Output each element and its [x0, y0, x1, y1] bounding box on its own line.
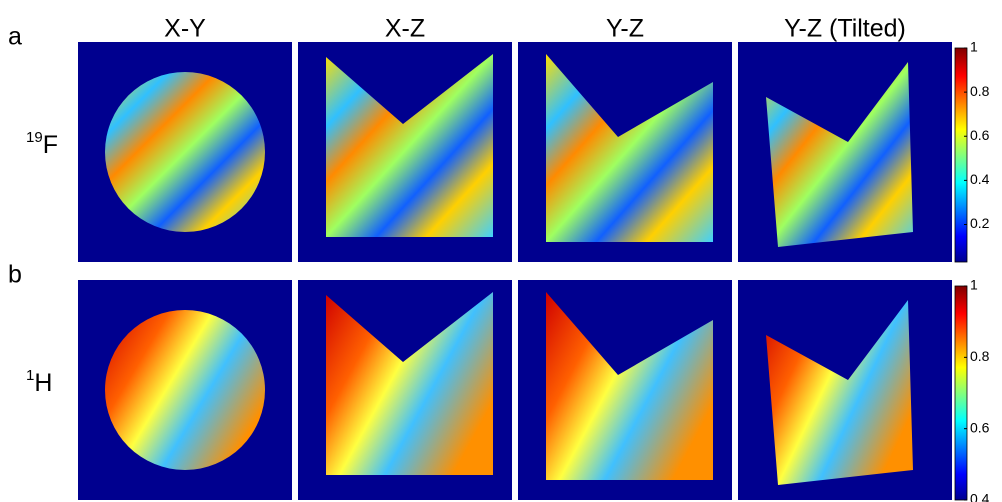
figure: X-Y X-Z Y-Z Y-Z (Tilted) a 19F 0.2 0.4 0.6 0.8 1 b 1… [0, 0, 1002, 502]
column-title: X-Y [164, 15, 206, 43]
element: H [34, 369, 52, 397]
column-title: Y-Z (Tilted) [784, 15, 906, 43]
image-panel [298, 42, 512, 262]
image-panel [738, 42, 952, 262]
sample-shape [105, 310, 265, 470]
colorbar [955, 48, 967, 262]
colorbar-tick-label: 0.4 [970, 171, 990, 187]
image-panel [518, 42, 732, 262]
isotope-mass: 19 [26, 129, 43, 146]
panel-label: b [8, 261, 22, 289]
colorbar-tick-label: 0.4 [970, 491, 990, 502]
colorbar [955, 286, 967, 500]
colorbar-tick-label: 0.2 [970, 215, 990, 231]
image-panel [738, 280, 952, 500]
colorbar-tick-label: 0.8 [970, 348, 990, 364]
panel-label: a [8, 23, 22, 51]
image-panel [518, 280, 732, 500]
nucleus-label: 1H [26, 367, 52, 397]
sample-shape [105, 72, 265, 232]
column-title: Y-Z [606, 15, 644, 43]
colorbar-tick-label: 0.6 [970, 127, 990, 143]
colorbar-tick-label: 1 [970, 39, 978, 55]
colorbar-tick-label: 1 [970, 277, 978, 293]
colorbar-tick-label: 0.8 [970, 83, 990, 99]
image-panel [78, 42, 292, 262]
element: F [43, 131, 58, 159]
colorbar-tick-label: 0.6 [970, 419, 990, 435]
image-panel [298, 280, 512, 500]
isotope-mass: 1 [26, 367, 34, 384]
image-panel [78, 280, 292, 500]
column-title: X-Z [385, 15, 425, 43]
nucleus-label: 19F [26, 129, 58, 159]
